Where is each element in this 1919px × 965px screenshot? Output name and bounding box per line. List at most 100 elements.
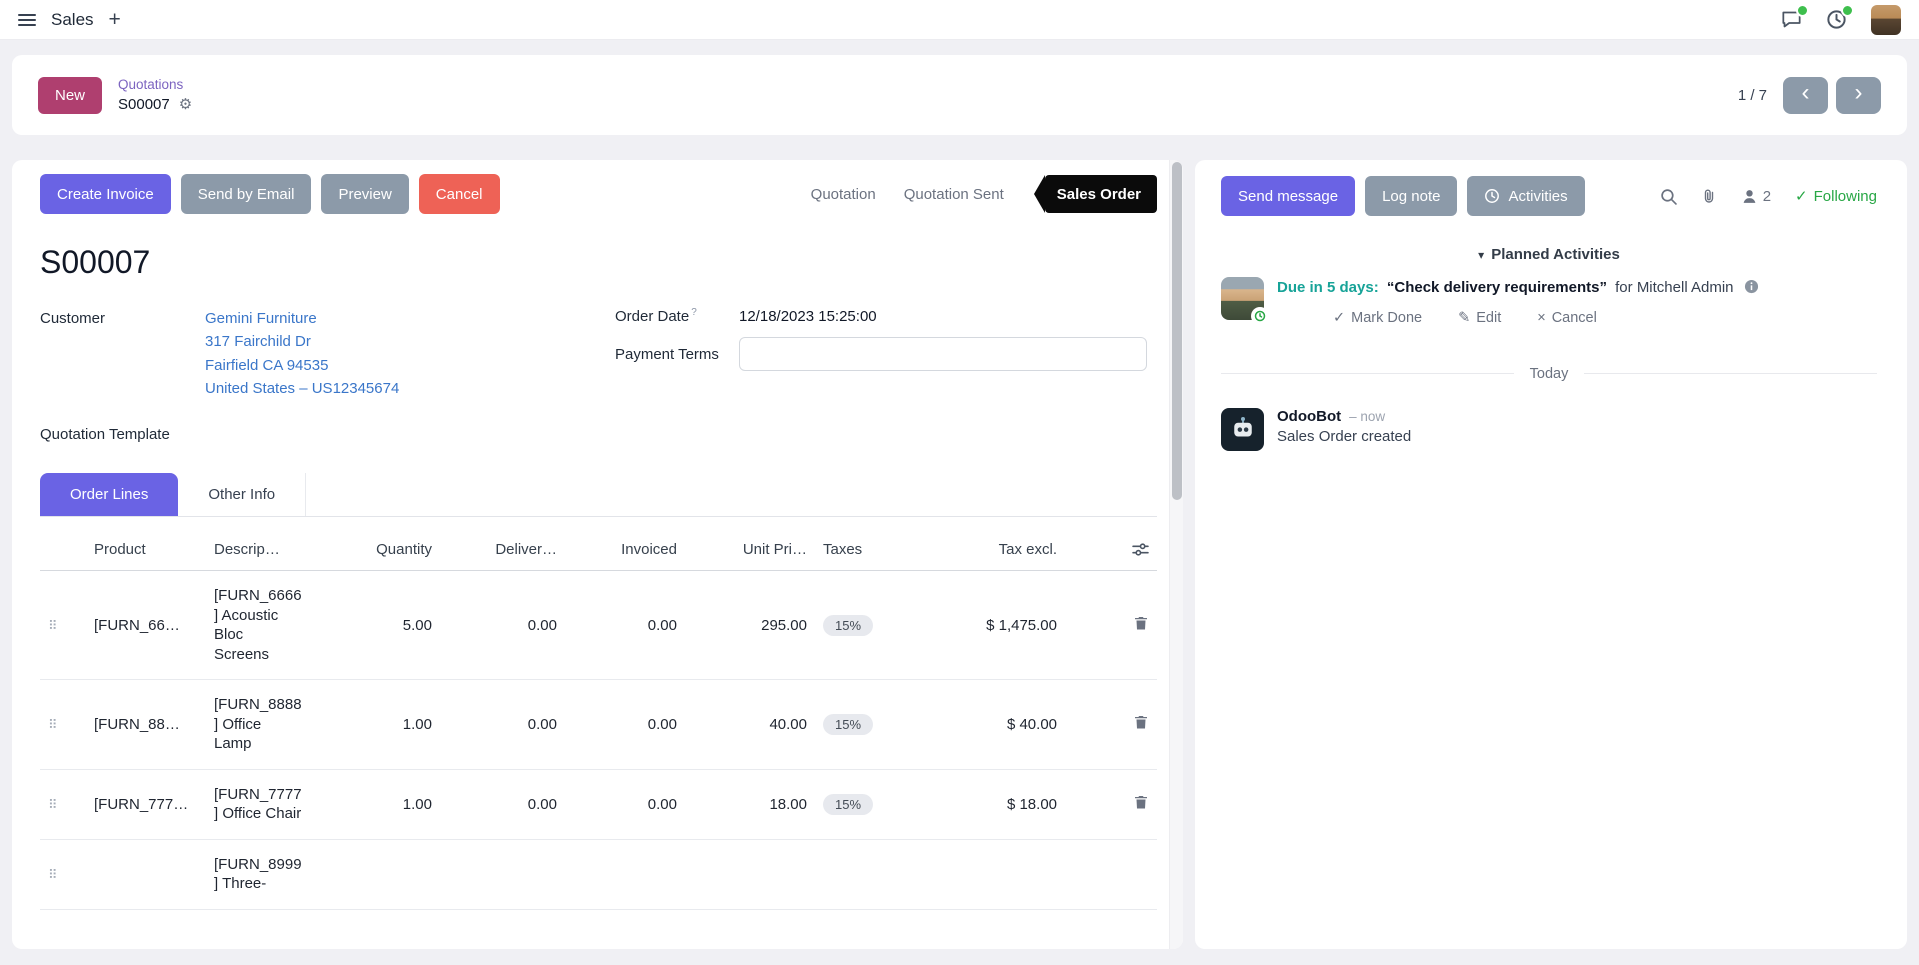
tab-order-lines[interactable]: Order Lines xyxy=(40,473,179,516)
attachments-paperclip-icon[interactable] xyxy=(1701,188,1717,204)
cell-taxes[interactable]: 15% xyxy=(815,679,970,770)
cell-unit-price[interactable] xyxy=(685,839,815,910)
cell-unit-price[interactable]: 18.00 xyxy=(685,769,815,840)
cell-quantity[interactable] xyxy=(331,839,440,910)
activity-avatar xyxy=(1221,277,1269,325)
followers-count: 2 xyxy=(1762,187,1772,205)
cell-description[interactable]: [FURN_8999] Three- xyxy=(206,839,331,910)
drag-handle-icon[interactable]: ⠿ xyxy=(48,796,58,812)
cancel-button[interactable]: Cancel xyxy=(418,174,500,214)
cell-unit-price[interactable]: 40.00 xyxy=(685,679,815,770)
pager-count: 1 / 7 xyxy=(1737,86,1767,104)
pager-next-button[interactable]: › xyxy=(1836,76,1881,114)
cell-invoiced[interactable]: 0.00 xyxy=(565,570,685,680)
activities-clock-icon[interactable] xyxy=(1826,4,1854,30)
message-body: Sales Order created xyxy=(1277,427,1412,445)
trash-icon[interactable] xyxy=(1133,794,1149,810)
drag-handle-icon[interactable]: ⠿ xyxy=(48,716,58,732)
cell-taxes[interactable]: 15% xyxy=(815,769,970,840)
cell-product[interactable]: [FURN_777… xyxy=(86,769,206,840)
cell-quantity[interactable]: 1.00 xyxy=(331,769,440,840)
cell-subtotal: $ 40.00 xyxy=(970,679,1065,770)
cell-delivered[interactable]: 0.00 xyxy=(440,769,565,840)
pager-previous-button[interactable]: ‹ xyxy=(1783,76,1828,114)
tab-other-info[interactable]: Other Info xyxy=(178,473,307,516)
cell-delivered[interactable] xyxy=(440,839,565,910)
chatter-buttons: Send message Log note Activities xyxy=(1221,176,1585,216)
send-by-email-button[interactable]: Send by Email xyxy=(180,174,312,214)
gear-icon[interactable]: ⚙ xyxy=(178,96,193,113)
close-icon: × xyxy=(1537,309,1546,326)
info-icon[interactable] xyxy=(1744,279,1759,294)
cell-description[interactable]: [FURN_8888] Office Lamp xyxy=(206,679,331,770)
quotation-template-label: Quotation Template xyxy=(40,426,170,443)
statusbar: Quotation Quotation Sent Sales Order xyxy=(811,175,1157,213)
following-button[interactable]: ✓ Following xyxy=(1795,187,1877,206)
new-tab-plus-icon[interactable]: + xyxy=(108,8,121,31)
app-menu-sales[interactable]: Sales xyxy=(51,9,94,29)
activities-button[interactable]: Activities xyxy=(1467,176,1585,216)
customer-country-link[interactable]: United States – US12345674 xyxy=(205,379,400,397)
search-messages-icon[interactable] xyxy=(1660,188,1677,205)
cell-quantity[interactable]: 5.00 xyxy=(331,570,440,680)
trash-icon[interactable] xyxy=(1133,714,1149,730)
preview-button[interactable]: Preview xyxy=(321,174,409,214)
cell-invoiced[interactable]: 0.00 xyxy=(565,769,685,840)
cell-product[interactable]: [FURN_88… xyxy=(86,679,206,770)
cell-invoiced[interactable] xyxy=(565,839,685,910)
control-panel: New Quotations S00007 ⚙ 1 / 7 ‹ › xyxy=(12,55,1907,135)
mark-done-button[interactable]: ✓ Mark Done xyxy=(1333,309,1423,326)
order-date-value[interactable]: 12/18/2023 15:25:00 xyxy=(739,307,877,325)
status-sales-order-active[interactable]: Sales Order xyxy=(1033,175,1157,213)
order-date-label: Order Date xyxy=(615,308,690,325)
create-invoice-button[interactable]: Create Invoice xyxy=(40,174,171,214)
edit-activity-button[interactable]: ✎ Edit xyxy=(1458,309,1502,326)
cell-quantity[interactable]: 1.00 xyxy=(331,679,440,770)
breadcrumb-quotations-link[interactable]: Quotations xyxy=(118,77,184,92)
tax-badge: 15% xyxy=(823,713,874,735)
cell-subtotal: $ 1,475.00 xyxy=(970,570,1065,680)
messages-badge xyxy=(1796,4,1809,17)
payment-terms-input[interactable] xyxy=(739,337,1147,371)
cell-taxes[interactable] xyxy=(815,839,970,910)
drag-handle-icon[interactable]: ⠿ xyxy=(48,617,58,633)
cell-delivered[interactable]: 0.00 xyxy=(440,570,565,680)
activity-clock-badge-icon xyxy=(1251,307,1269,325)
new-button[interactable]: New xyxy=(38,76,103,114)
log-note-button[interactable]: Log note xyxy=(1365,176,1458,216)
drag-handle-icon[interactable]: ⠿ xyxy=(48,866,58,882)
activity-due-date: Due in 5 days: xyxy=(1277,279,1379,296)
cell-delivered[interactable]: 0.00 xyxy=(440,679,565,770)
col-product: Product xyxy=(86,529,206,571)
followers-icon xyxy=(1741,188,1758,205)
planned-activities-header[interactable]: ▾ Planned Activities xyxy=(1478,246,1620,263)
followers-button[interactable]: 2 xyxy=(1741,188,1771,205)
cell-unit-price[interactable]: 295.00 xyxy=(685,570,815,680)
scrollbar-thumb[interactable] xyxy=(1172,162,1182,500)
col-quantity: Quantity xyxy=(331,529,440,571)
activity-summary: “Check delivery requirements” xyxy=(1386,279,1607,296)
cell-description[interactable]: [FURN_6666] Acoustic Bloc Screens xyxy=(206,570,331,680)
send-message-button[interactable]: Send message xyxy=(1221,176,1356,216)
status-quotation-sent[interactable]: Quotation Sent xyxy=(903,185,1004,203)
cell-invoiced[interactable]: 0.00 xyxy=(565,679,685,770)
cell-description[interactable]: [FURN_7777] Office Chair xyxy=(206,769,331,840)
status-quotation[interactable]: Quotation xyxy=(810,185,876,203)
cell-taxes[interactable]: 15% xyxy=(815,570,970,680)
customer-city-link[interactable]: Fairfield CA 94535 xyxy=(205,356,329,374)
trash-icon[interactable] xyxy=(1133,615,1149,631)
breadcrumb-current-record: S00007 xyxy=(118,95,170,113)
message-author: OdooBot xyxy=(1277,407,1342,425)
cancel-activity-button[interactable]: × Cancel xyxy=(1537,309,1597,326)
activity-assignee: for Mitchell Admin xyxy=(1615,279,1734,296)
cell-product[interactable]: [FURN_66… xyxy=(86,570,206,680)
tax-badge: 15% xyxy=(823,793,874,815)
user-avatar[interactable] xyxy=(1871,4,1901,35)
apps-menu-icon[interactable] xyxy=(18,13,36,26)
customer-street-link[interactable]: 317 Fairchild Dr xyxy=(205,333,311,351)
customer-name-link[interactable]: Gemini Furniture xyxy=(205,310,317,327)
optional-columns-icon[interactable] xyxy=(1132,541,1149,558)
messages-icon[interactable] xyxy=(1781,4,1809,30)
col-unit-price: Unit Pri… xyxy=(685,529,815,571)
cell-product[interactable] xyxy=(86,839,206,910)
